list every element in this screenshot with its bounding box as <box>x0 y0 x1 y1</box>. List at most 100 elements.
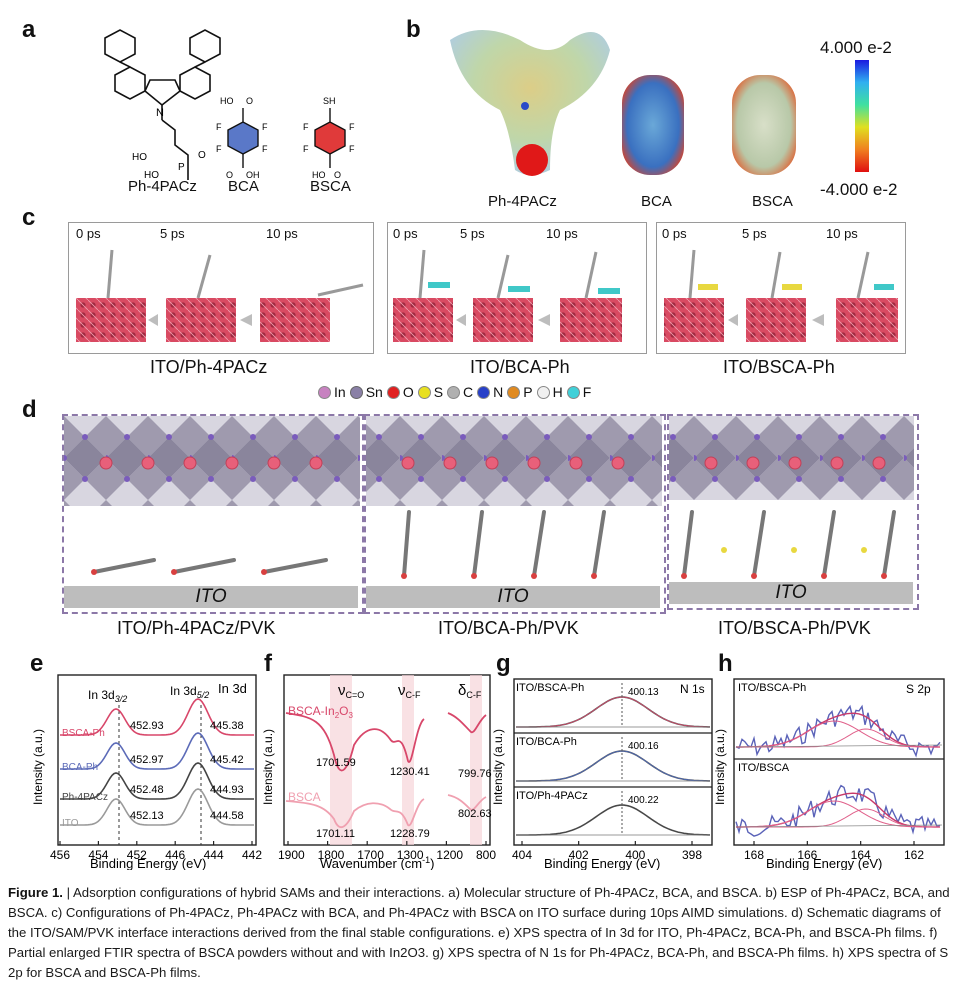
svg-text:F: F <box>303 144 309 154</box>
chart-f-series-1: BSCA-In2O3 <box>288 704 353 720</box>
tick-label: 164 <box>851 848 871 862</box>
tick-label: 1700 <box>357 848 384 862</box>
f-val-6: 802.63 <box>458 808 492 820</box>
svg-text:O: O <box>334 170 341 180</box>
svg-text:OH: OH <box>246 170 260 180</box>
d1-ito-substrate: ITO <box>64 586 358 608</box>
label-ph-4pacz-b: Ph-4PACz <box>488 193 557 210</box>
c-title-ito-bca-ph: ITO/BCA-Ph <box>470 357 570 377</box>
panel-a-structures: N HO HO P O HO O F F F F O OH SH F F F F HO O <box>104 29 355 181</box>
chart-e-ylabel: Intensity (a.u.) <box>31 729 45 805</box>
chart-h-baseline <box>735 824 943 828</box>
atom-legend: In Sn O S C N P H F <box>318 382 591 402</box>
chart-e-corner: In 3d <box>218 681 247 696</box>
esp-bca <box>622 75 684 175</box>
chart-e-series-label: ITO <box>62 818 79 829</box>
chart-f-xlabel: Wavenumber (cm-1) <box>320 855 434 870</box>
svg-text:HO: HO <box>132 152 147 163</box>
chart-h-component-a <box>736 720 940 748</box>
chart-e-peak2-value: 445.42 <box>210 754 244 766</box>
chart-h-data-0 <box>735 704 941 758</box>
svg-text:F: F <box>262 122 268 132</box>
chart-g-peak-value: 400.22 <box>628 795 659 806</box>
tick-label: 402 <box>569 848 589 862</box>
esp-colorbar <box>855 60 869 172</box>
panel-label-d: d <box>22 396 37 423</box>
ph-4pacz-structure <box>104 29 221 180</box>
f-val-1: 1701.59 <box>316 757 356 769</box>
f-val-3: 799.76 <box>458 768 492 780</box>
tick-label: 1300 <box>397 848 424 862</box>
panel-label-g: g <box>496 650 511 677</box>
svg-text:F: F <box>216 122 222 132</box>
panel-label-f: f <box>264 650 272 677</box>
chart-e-peak1-value: 452.13 <box>130 810 164 822</box>
d3-ito-substrate: ITO <box>669 582 913 604</box>
chart-g-series-1 <box>516 750 710 782</box>
chart-e-series-label: BSCA-Ph <box>62 728 105 739</box>
label-bsca-a: BSCA <box>310 178 351 195</box>
svg-text:HO: HO <box>144 170 159 181</box>
esp-ph-4pacz <box>450 30 610 175</box>
chart-h-xlabel: Binding Energy (eV) <box>766 856 882 870</box>
chart-g-xlabel: Binding Energy (eV) <box>544 856 660 870</box>
svg-text:F: F <box>349 122 355 132</box>
legend-n: N <box>477 384 503 400</box>
legend-p: P <box>507 384 533 400</box>
panel-label-b: b <box>406 16 421 43</box>
chart-e-peak2-value: 445.38 <box>210 720 244 732</box>
tick-label: 168 <box>744 848 764 862</box>
legend-sn: Sn <box>349 384 383 400</box>
chart-g-peak-value: 400.13 <box>628 687 659 698</box>
d2-ito-substrate: ITO <box>366 586 660 608</box>
chart-g-series-label: ITO/BSCA-Ph <box>516 682 584 694</box>
figure-caption: Figure 1. | Adsorption configurations of… <box>8 883 958 983</box>
chart-e-peak1-value: 452.93 <box>130 720 164 732</box>
chart-e-series-3 <box>60 788 254 826</box>
c2-time-5: 5 ps <box>460 226 485 241</box>
chart-h-series-label: ITO/BSCA <box>738 762 790 774</box>
legend-in: In <box>318 384 346 400</box>
chart-e-peak2-value: 444.58 <box>210 810 244 822</box>
svg-text:P: P <box>178 162 185 173</box>
label-bca-a: BCA <box>228 178 259 195</box>
colorbar-max-label: 4.000 e-2 <box>820 38 892 57</box>
f-val-4: 1701.11 <box>316 828 355 840</box>
colorbar-min-label: -4.000 e-2 <box>820 180 898 199</box>
chart-h-component-a <box>736 800 940 828</box>
chart-g-fit-0 <box>516 696 710 728</box>
svg-text:O: O <box>198 150 206 161</box>
chart-e-peak1-value: 452.48 <box>130 784 164 796</box>
c3-time-0: 0 ps <box>662 226 687 241</box>
c3-time-10: 10 ps <box>826 226 858 241</box>
chart-g-ylabel: Intensity (a.u.) <box>492 729 505 805</box>
tick-label: 1200 <box>436 848 463 862</box>
svg-text:HO: HO <box>312 170 326 180</box>
legend-f: F <box>566 384 591 400</box>
svg-text:HO: HO <box>220 96 234 106</box>
panel-label-h: h <box>718 650 733 677</box>
svg-text:SH: SH <box>323 96 336 106</box>
tick-label: 454 <box>88 848 108 862</box>
label-bsca-b: BSCA <box>752 193 793 210</box>
chart-e-peak-label-2: In 3d5/2 <box>170 684 209 700</box>
chart-g-fit-2 <box>516 804 710 836</box>
chart-e-peak1-value: 452.97 <box>130 754 164 766</box>
svg-text:F: F <box>216 144 222 154</box>
tick-label: 444 <box>204 848 224 862</box>
chart-e-series-label: Ph-4PACz <box>62 792 108 803</box>
d-caption-1: ITO/Ph-4PACz/PVK <box>117 618 276 638</box>
c1-time-10: 10 ps <box>266 226 298 241</box>
tick-label: 166 <box>797 848 817 862</box>
chart-h-baseline <box>735 744 943 748</box>
d-caption-2: ITO/BCA-Ph/PVK <box>438 618 579 638</box>
caption-figure-label: Figure 1. <box>8 885 63 900</box>
legend-c: C <box>447 384 473 400</box>
chart-e-series-2 <box>60 762 254 800</box>
c1-time-5: 5 ps <box>160 226 185 241</box>
panel-d-box-1 <box>62 414 364 614</box>
panel-b-esp-maps <box>450 30 796 176</box>
chart-h-corner: S 2p <box>906 682 931 696</box>
panel-d-sam-molecules <box>91 510 896 579</box>
svg-text:F: F <box>349 144 355 154</box>
